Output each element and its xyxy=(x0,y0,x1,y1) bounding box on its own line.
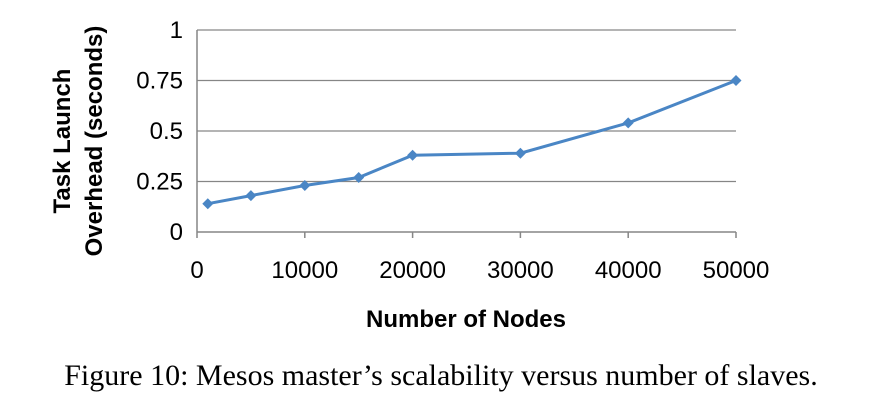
x-tick-labels: 0 10000 20000 30000 40000 50000 xyxy=(190,232,769,284)
data-point-marker xyxy=(623,117,634,128)
x-tick-label: 30000 xyxy=(487,257,554,284)
y-tick-label: 0.5 xyxy=(150,118,183,145)
y-tick-labels: 0 0.25 0.5 0.75 1 xyxy=(136,17,183,246)
data-point-marker xyxy=(245,190,256,201)
y-tick-label: 1 xyxy=(170,17,183,44)
series-line xyxy=(208,81,736,204)
data-point-marker xyxy=(731,75,742,86)
data-point-marker xyxy=(202,198,213,209)
y-tick-label: 0 xyxy=(170,219,183,246)
gridlines xyxy=(197,30,736,182)
x-axis-title: Number of Nodes xyxy=(366,306,566,333)
y-tick-label: 0.25 xyxy=(136,169,183,196)
x-tick-label: 50000 xyxy=(703,257,770,284)
data-point-marker xyxy=(515,148,526,159)
y-axis-title-line-2: Overhead (seconds) xyxy=(81,26,108,257)
y-axis-title: Task Launch Overhead (seconds) xyxy=(49,26,108,257)
data-point-marker xyxy=(407,150,418,161)
x-tick-label: 10000 xyxy=(271,257,338,284)
line-chart: 0 10000 20000 30000 40000 50000 0 0.25 0.5 0.75 1… xyxy=(0,0,882,350)
y-tick-label: 0.75 xyxy=(136,68,183,95)
x-tick-label: 40000 xyxy=(595,257,662,284)
figure-caption: Figure 10: Mesos master’s scalability ve… xyxy=(0,359,882,393)
x-tick-label: 20000 xyxy=(379,257,446,284)
x-tick-label: 0 xyxy=(190,257,203,284)
y-axis-title-line-1: Task Launch xyxy=(49,69,76,214)
